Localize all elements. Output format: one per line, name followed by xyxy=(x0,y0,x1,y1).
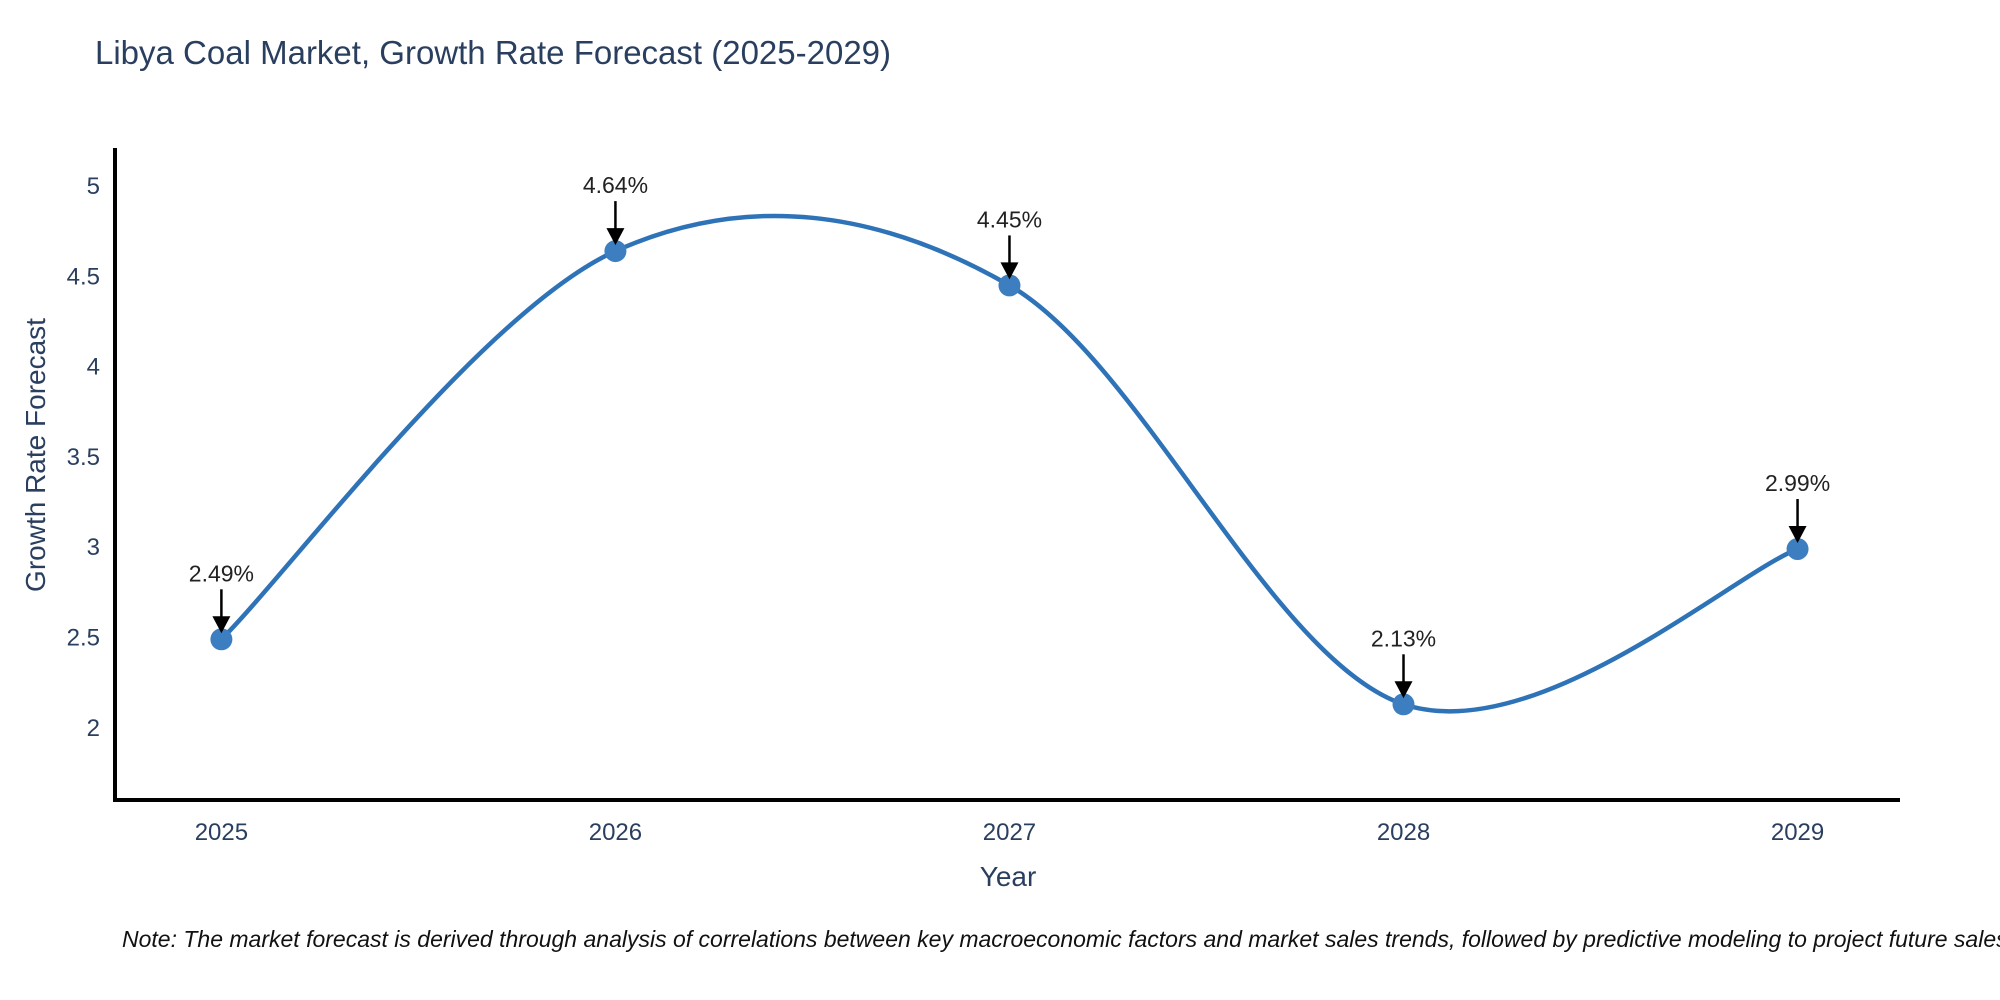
x-axis-title: Year xyxy=(979,861,1037,892)
x-tick-label: 2027 xyxy=(983,819,1036,846)
annotation-arrow-head xyxy=(1000,262,1019,280)
x-tick-label: 2026 xyxy=(589,819,642,846)
x-tick-label: 2028 xyxy=(1377,819,1430,846)
annotation-arrow-head xyxy=(1788,526,1807,544)
data-point-marker xyxy=(604,240,627,263)
annotation-arrow-head xyxy=(212,616,231,634)
point-label: 2.99% xyxy=(1765,470,1830,496)
y-tick-label: 3.5 xyxy=(67,444,100,471)
y-tick-label: 5 xyxy=(87,173,100,200)
y-tick-label: 2.5 xyxy=(67,625,100,652)
annotation-arrow-head xyxy=(1394,681,1413,699)
point-label: 2.13% xyxy=(1371,625,1436,651)
annotation-arrow-head xyxy=(606,228,625,246)
data-point-marker xyxy=(1786,538,1809,561)
x-tick-label: 2025 xyxy=(195,819,248,846)
point-label: 2.49% xyxy=(189,560,254,586)
chart-title: Libya Coal Market, Growth Rate Forecast … xyxy=(95,34,892,71)
point-label: 4.64% xyxy=(583,172,648,198)
data-point-marker xyxy=(1392,693,1415,716)
x-tick-label: 2029 xyxy=(1771,819,1824,846)
y-tick-label: 2 xyxy=(87,715,100,742)
data-point-marker xyxy=(210,628,233,651)
footnote: Note: The market forecast is derived thr… xyxy=(122,926,2000,952)
y-tick-label: 4 xyxy=(87,354,100,381)
y-tick-label: 3 xyxy=(87,534,100,561)
point-label: 4.45% xyxy=(977,206,1042,232)
data-point-marker xyxy=(998,274,1021,297)
y-tick-label: 4.5 xyxy=(67,263,100,290)
